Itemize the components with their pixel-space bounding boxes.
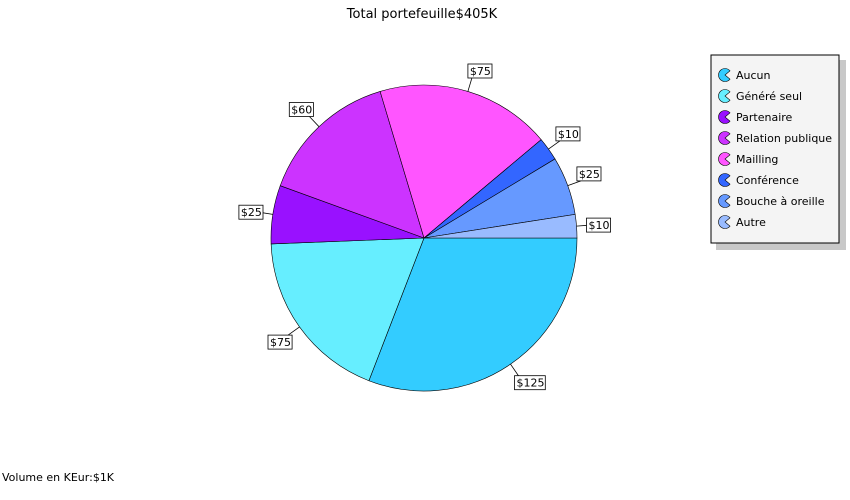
label-leader-line	[309, 116, 320, 127]
legend-pie-icon	[718, 194, 731, 208]
legend-entry-bouche-a-oreille: Bouche à oreille	[736, 195, 825, 208]
pie-slice-aucun	[368, 237, 578, 392]
pie-slice-genere-seul	[270, 237, 425, 382]
label-leader-line	[567, 180, 582, 187]
slice-label-box	[555, 126, 581, 142]
slice-label-box	[586, 217, 612, 233]
legend-pie-icon	[718, 89, 731, 103]
slice-value-label: $25	[579, 168, 600, 181]
slice-label-box	[288, 102, 314, 117]
chart-title: Total portefeuille$405K	[346, 7, 498, 22]
slice-value-label: $75	[270, 336, 291, 349]
legend-pie-icon	[718, 68, 731, 82]
pie-slices	[270, 84, 578, 392]
slice-label-box	[238, 204, 264, 220]
legend-pie-icon	[718, 110, 731, 124]
slice-value-label: $75	[470, 65, 491, 78]
label-leader-line	[467, 77, 473, 92]
slice-labels: $125 $75 $25 $60 $75 $10 $25 $10	[238, 63, 612, 391]
label-leader-line	[510, 363, 519, 376]
label-leader-line	[548, 140, 561, 150]
legend-entry-partenaire: Partenaire	[736, 111, 793, 124]
legend-pie-icon	[718, 152, 731, 166]
legend-pie-icon	[718, 173, 731, 187]
legend-entry-aucun: Aucun	[736, 69, 771, 82]
legend-pie-icon	[718, 215, 731, 229]
slice-label-box	[467, 63, 493, 79]
slice-value-label: $10	[589, 219, 610, 232]
slice-label-box	[514, 375, 546, 391]
legend-pie-icon	[718, 131, 731, 145]
legend-frame	[710, 54, 840, 244]
legend-entry-conference: Conférence	[736, 174, 799, 187]
label-leader-line	[287, 326, 300, 336]
slice-value-label: $10	[558, 128, 579, 141]
slice-value-label: $60	[291, 104, 312, 117]
legend-entry-mailling: Mailling	[736, 153, 778, 166]
slice-label-box	[267, 334, 293, 350]
legend: Aucun Généré seul Partenaire Relation publi…	[710, 54, 846, 250]
slice-value-label: $125	[517, 377, 545, 390]
pie-slice-relation-publique	[279, 91, 425, 239]
slice-label-box	[576, 166, 602, 182]
slice-value-label: $25	[241, 206, 262, 219]
pie-slice-autre	[423, 214, 578, 239]
legend-entry-genere-seul: Généré seul	[736, 90, 802, 103]
legend-entry-autre: Autre	[736, 216, 766, 229]
legend-entry-relation-publique: Relation publique	[736, 132, 832, 145]
legend-items: Aucun Généré seul Partenaire Relation publi…	[718, 68, 832, 229]
chart-footer: Volume en KEur:$1K	[2, 471, 115, 484]
